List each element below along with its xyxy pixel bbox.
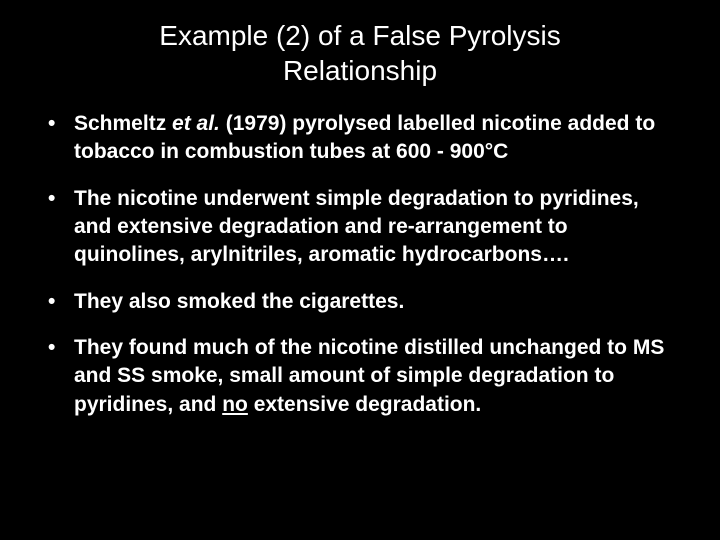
bullet-3-text: They also smoked the cigarettes. <box>74 290 404 313</box>
slide-title: Example (2) of a False Pyrolysis Relatio… <box>40 18 680 88</box>
bullet-4-underline: no <box>222 393 248 416</box>
bullet-list: Schmeltz et al. (1979) pyrolysed labelle… <box>40 110 680 419</box>
bullet-4: They found much of the nicotine distille… <box>40 334 680 419</box>
bullet-3: They also smoked the cigarettes. <box>40 288 680 316</box>
bullet-1-pre: Schmeltz <box>74 112 172 135</box>
bullet-1-italic: et al. <box>172 112 220 135</box>
title-line-2: Relationship <box>283 55 437 86</box>
bullet-2-text: The nicotine underwent simple degradatio… <box>74 187 639 267</box>
slide: Example (2) of a False Pyrolysis Relatio… <box>0 0 720 540</box>
bullet-2: The nicotine underwent simple degradatio… <box>40 185 680 270</box>
bullet-4-post: extensive degradation. <box>248 393 481 416</box>
bullet-1: Schmeltz et al. (1979) pyrolysed labelle… <box>40 110 680 167</box>
title-line-1: Example (2) of a False Pyrolysis <box>159 20 560 51</box>
